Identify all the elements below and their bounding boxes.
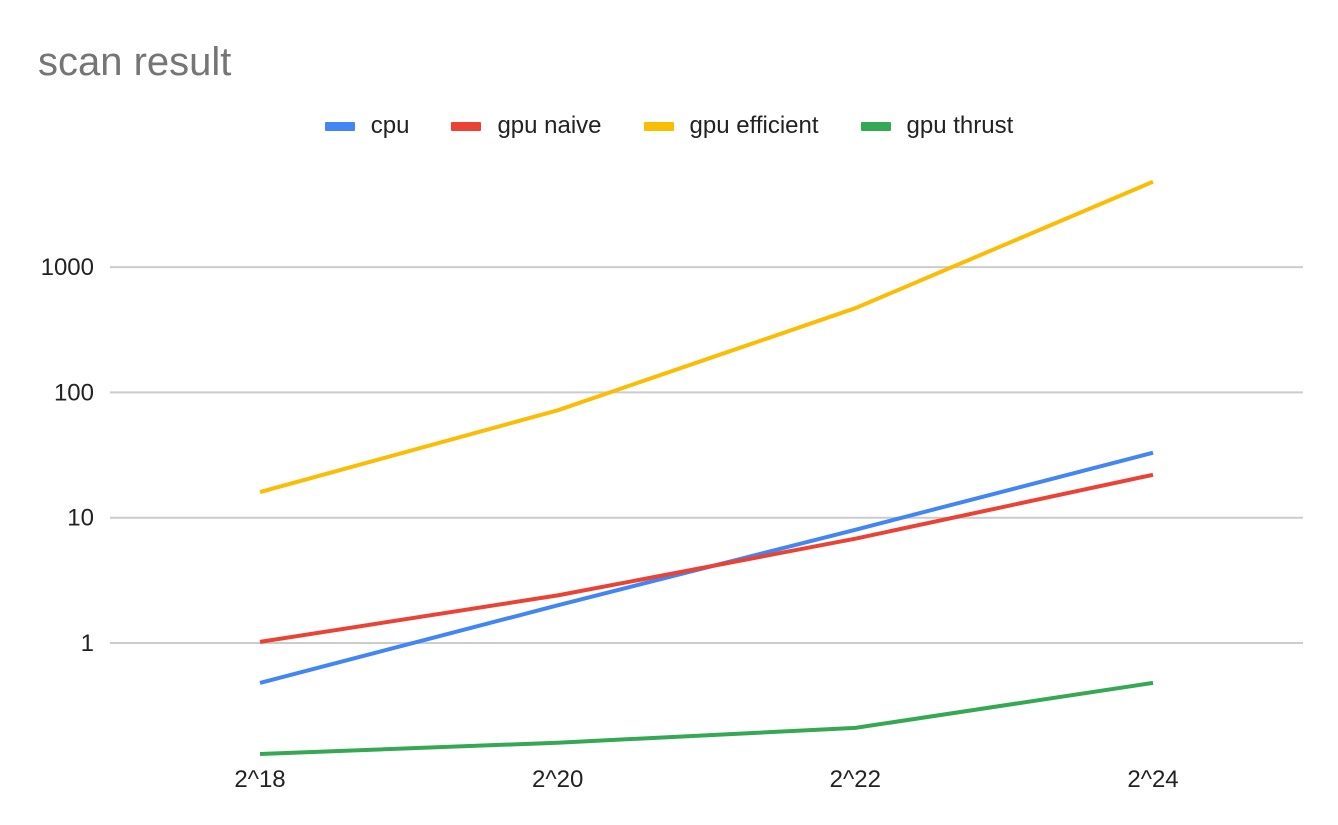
legend-swatch-gpu-thrust — [860, 121, 891, 131]
legend-label-gpu-thrust: gpu thrust — [906, 112, 1014, 139]
gridlines — [110, 266, 1303, 644]
legend-item-cpu[interactable]: cpu — [304, 112, 431, 140]
x-axis-ticks: 2^18 2^20 2^22 2^24 — [234, 766, 1178, 793]
legend-label-gpu-efficient: gpu efficient — [689, 112, 819, 139]
series-line-gpu-efficient[interactable] — [259, 179, 1154, 495]
y-tick-label: 1000 — [41, 254, 94, 281]
chart-title: scan result — [38, 40, 232, 84]
legend-swatch-gpu-naive — [451, 121, 482, 131]
legend: cpu gpu naive gpu efficient gpu thrust — [0, 110, 1338, 142]
y-tick-label: 10 — [67, 505, 94, 532]
series-line-gpu-thrust[interactable] — [259, 680, 1154, 756]
legend-label-cpu: cpu — [370, 112, 410, 139]
x-tick-label: 2^24 — [1127, 766, 1178, 793]
series-line-gpu-naive[interactable] — [259, 472, 1154, 644]
y-tick-label: 100 — [54, 379, 94, 406]
y-axis-ticks: 1000 100 10 1 — [41, 254, 94, 657]
y-tick-label: 1 — [81, 630, 94, 657]
x-tick-label: 2^20 — [532, 766, 583, 793]
series-lines — [259, 179, 1154, 756]
legend-label-gpu-naive: gpu naive — [497, 112, 602, 139]
x-tick-label: 2^22 — [830, 766, 881, 793]
legend-item-gpu-efficient[interactable]: gpu efficient — [623, 112, 840, 140]
x-tick-label: 2^18 — [234, 766, 285, 793]
legend-item-gpu-thrust[interactable]: gpu thrust — [840, 112, 1035, 140]
legend-swatch-cpu — [324, 121, 355, 131]
legend-swatch-gpu-efficient — [643, 121, 674, 131]
legend-item-gpu-naive[interactable]: gpu naive — [430, 112, 622, 140]
